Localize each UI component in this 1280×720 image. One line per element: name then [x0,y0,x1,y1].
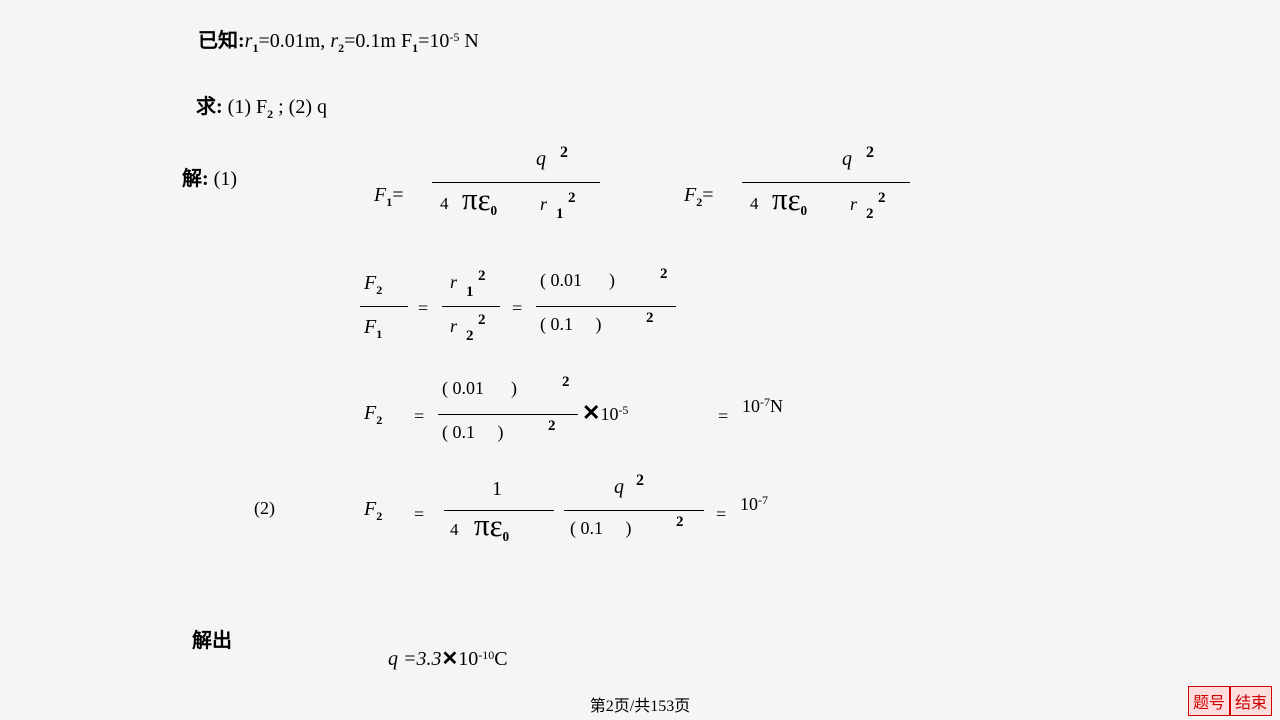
ratio-F1: F1 [364,316,382,339]
F1-den-pieps: πε0 [462,180,497,215]
p2-q-sup: 2 [636,472,644,490]
p2-eq: = [414,504,424,525]
ratio-F2: F2 [364,272,382,295]
p2-eq2: = [716,504,726,525]
p2-q: q [614,476,624,499]
ratio-eq2: = [512,298,522,319]
ratio-num-sup: 2 [660,266,668,283]
p2-den: ( 0.1 ) [570,518,632,539]
F2calc-lhs: F2 [364,402,382,425]
ratio-r2: r [450,316,457,337]
ask-line: 求: (1) F2 ; (2) q [196,90,327,119]
slide: 已知:r1=0.01m, r2=0.1m F1=10-5 N 求: (1) F2… [0,0,1280,720]
ratio-r1-sub: 1 [466,284,474,301]
F1-den-4: 4 [440,194,449,214]
p2-4: 4 [450,520,459,540]
ratio-den-sup: 2 [646,310,654,327]
F2calc-line [438,414,578,415]
solve-out-label: 解出 [192,624,232,653]
ratio-r1: r [450,272,457,293]
solution-label: 解: (1) [182,162,237,191]
F1-lhs: F1= [374,184,404,207]
p2-den-sup: 2 [676,514,684,531]
ratio-num: ( 0.01 ) [540,270,615,291]
p2-result: 10-7 [740,494,768,515]
F1-den-r-sub: 1 [556,206,564,223]
F2-den-r-sup: 2 [878,190,886,207]
F1-den-r-sup: 2 [568,190,576,207]
ratio-line1 [360,306,408,307]
question-number-button[interactable]: 题号 [1188,686,1230,716]
q-answer: q =3.3✕10-10C [388,646,508,671]
p2-F2: F2 [364,498,382,521]
F2calc-eq: = [414,406,424,427]
F2calc-den: ( 0.1 ) [442,422,504,443]
F2-den-4: 4 [750,194,759,214]
page-indicator: 第2页/共153页 [590,692,690,716]
p2-1: 1 [492,478,502,501]
F2-lhs: F2= [684,184,714,207]
ratio-line3 [536,306,676,307]
F1-den-r: r [540,194,547,215]
F1-fracline [432,182,600,183]
ratio-line2 [442,306,500,307]
button-group: 题号 结束 [1188,686,1272,716]
ratio-r1-sup: 2 [478,268,486,285]
F2calc-result: 10-7N [742,396,783,417]
ratio-r2-sup: 2 [478,312,486,329]
ratio-eq1: = [418,298,428,319]
F1-num-2: 2 [560,144,568,162]
F2-den-r: r [850,194,857,215]
F2calc-num: ( 0.01 ) [442,378,517,399]
part2-label: (2) [254,498,275,519]
F2calc-den-sup: 2 [548,418,556,435]
p2-line2 [564,510,704,511]
F2calc-mult: ✕10-5 [582,400,628,426]
F2-den-pieps: πε0 [772,180,807,215]
end-button[interactable]: 结束 [1230,686,1272,716]
F2calc-num-sup: 2 [562,374,570,391]
given-line: 已知:r1=0.01m, r2=0.1m F1=10-5 N [198,24,479,53]
F2-num-2: 2 [866,144,874,162]
ratio-den: ( 0.1 ) [540,314,602,335]
p2-pieps: πε0 [474,506,509,541]
F1-num-q: q [536,148,546,171]
F2-num-q: q [842,148,852,171]
F2-fracline [742,182,910,183]
F2calc-eq2: = [718,406,728,427]
ratio-r2-sub: 2 [466,328,474,345]
F2-den-r-sub: 2 [866,206,874,223]
